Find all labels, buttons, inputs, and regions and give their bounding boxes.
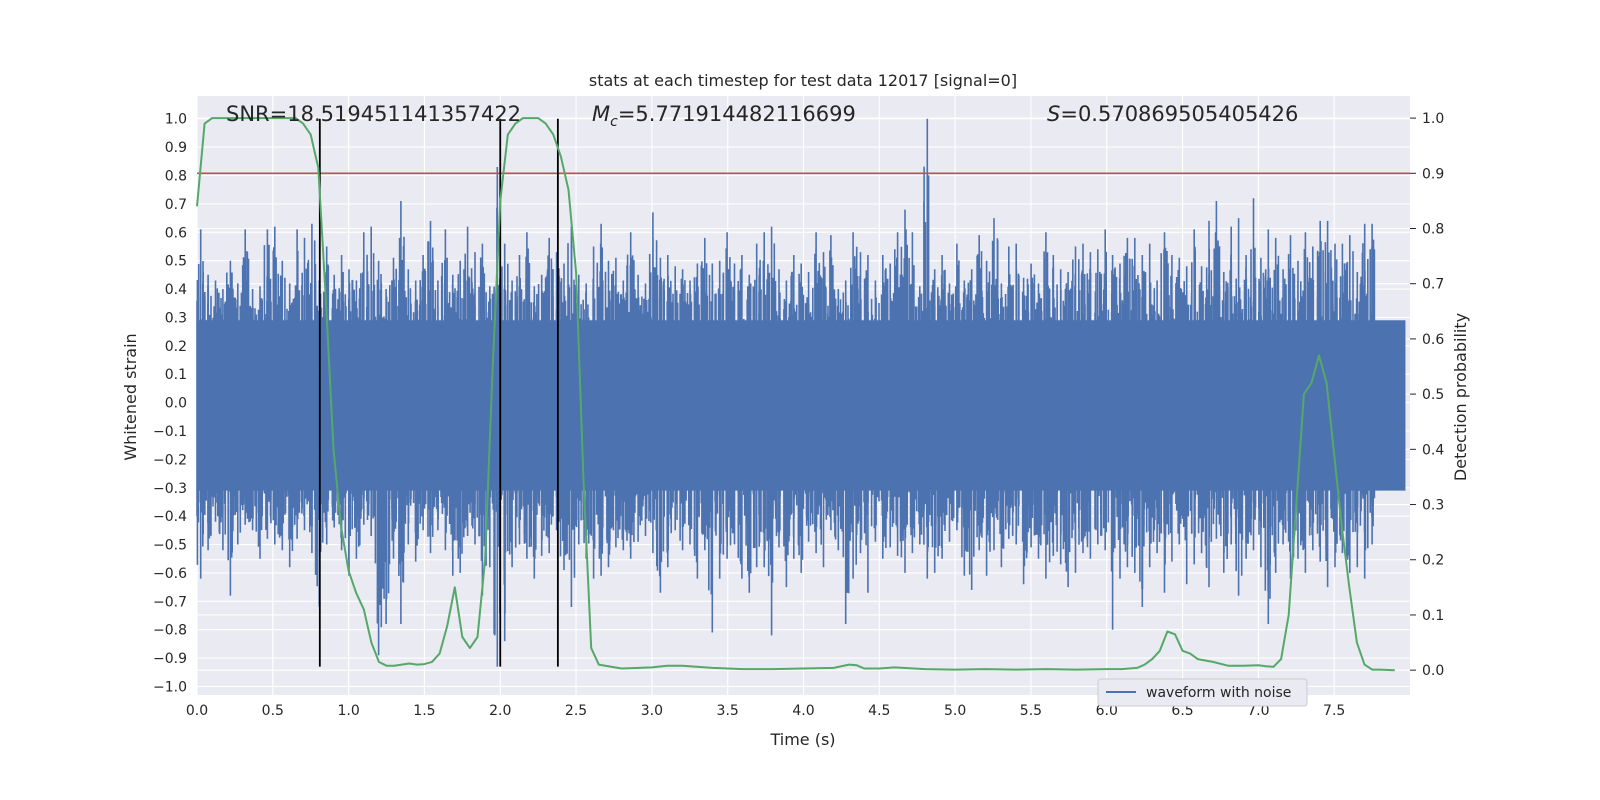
y-right-tick-label: 1.0 [1422, 111, 1444, 127]
mc-symbol: M [592, 102, 610, 126]
s-annotation: S=0.570869505405426 [1047, 102, 1298, 126]
x-tick-label: 2.5 [565, 703, 587, 719]
y-right-tick-label: 0.5 [1422, 387, 1444, 403]
y-left-tick-label: 0.6 [165, 225, 187, 241]
mc-subscript: c [610, 114, 618, 130]
legend-label: waveform with noise [1146, 685, 1291, 701]
y-left-tick-label: 0.2 [165, 339, 187, 355]
mc-value: =5.771914482116699 [618, 102, 856, 126]
y-left-tick-label: 0.3 [165, 310, 187, 326]
x-tick-label: 4.5 [868, 703, 890, 719]
x-tick-label: 1.5 [413, 703, 435, 719]
y-left-tick-label: −0.6 [153, 566, 187, 582]
x-tick-label: 6.5 [1171, 703, 1193, 719]
chirp-mass-annotation: Mc=5.771914482116699 [592, 102, 856, 130]
s-value: =0.570869505405426 [1060, 102, 1298, 126]
chart-title: stats at each timestep for test data 120… [589, 71, 1017, 90]
tick-labels: 0.0 0.5 1.0 1.5 2.0 2.5 3.0 3.5 4.0 4.5 5.0 5.5 6.0 6… [153, 111, 1444, 719]
x-tick-label: 7.0 [1247, 703, 1269, 719]
x-tick-label: 5.5 [1020, 703, 1042, 719]
x-tick-label: 1.0 [337, 703, 359, 719]
x-tick-label: 4.0 [792, 703, 814, 719]
left-axis-label: Whitened strain [121, 333, 140, 460]
y-left-tick-label: −0.4 [153, 509, 187, 525]
y-left-tick-label: 0.8 [165, 168, 187, 184]
legend: waveform with noise [1097, 678, 1308, 707]
y-right-tick-label: 0.2 [1422, 553, 1444, 569]
y-right-tick-label: 0.1 [1422, 608, 1444, 624]
x-tick-label: 3.5 [717, 703, 739, 719]
y-left-tick-label: −0.3 [153, 481, 187, 497]
y-left-tick-label: 0.0 [165, 396, 187, 412]
detection-probability-line [196, 117, 1395, 672]
legend-box [1097, 678, 1308, 707]
y-left-tick-label: −0.1 [153, 424, 187, 440]
y-left-tick-label: −0.5 [153, 538, 187, 554]
x-tick-label: 2.0 [489, 703, 511, 719]
waveform-series [197, 119, 1406, 667]
x-tick-label: 0.5 [262, 703, 284, 719]
y-right-tick-label: 0.8 [1422, 221, 1444, 237]
y-right-tick-label: 0.4 [1422, 442, 1444, 458]
y-right-tick-label: 0.6 [1422, 332, 1444, 348]
x-axis-label: Time (s) [769, 730, 835, 749]
y-left-tick-label: 1.0 [165, 112, 187, 128]
y-right-tick-label: 0.7 [1422, 277, 1444, 293]
y-right-tick-label: 0.3 [1422, 498, 1444, 514]
y-left-tick-label: 0.9 [165, 140, 187, 156]
s-symbol: S [1047, 102, 1060, 126]
y-left-tick-label: −1.0 [153, 679, 187, 695]
y-right-tick-label: 0.0 [1422, 663, 1444, 679]
y-left-tick-label: 0.1 [165, 367, 187, 383]
y-left-tick-label: 0.5 [165, 254, 187, 270]
x-tick-label: 3.0 [641, 703, 663, 719]
y-left-tick-label: −0.2 [153, 452, 187, 468]
y-left-tick-label: −0.7 [153, 594, 187, 610]
x-tick-label: 6.0 [1096, 703, 1118, 719]
y-left-tick-label: −0.8 [153, 623, 187, 639]
right-axis-label: Detection probability [1451, 313, 1470, 481]
y-left-tick-label: 0.4 [165, 282, 187, 298]
x-tick-label: 7.5 [1323, 703, 1345, 719]
y-left-tick-label: 0.7 [165, 197, 187, 213]
y-right-tick-label: 0.9 [1422, 166, 1444, 182]
y-left-tick-label: −0.9 [153, 651, 187, 667]
x-tick-label: 0.0 [186, 703, 208, 719]
x-tick-label: 5.0 [944, 703, 966, 719]
snr-annotation: SNR=18.519451141357422 [226, 102, 521, 126]
probability-series [196, 117, 1395, 672]
waveform-core [197, 320, 1406, 491]
